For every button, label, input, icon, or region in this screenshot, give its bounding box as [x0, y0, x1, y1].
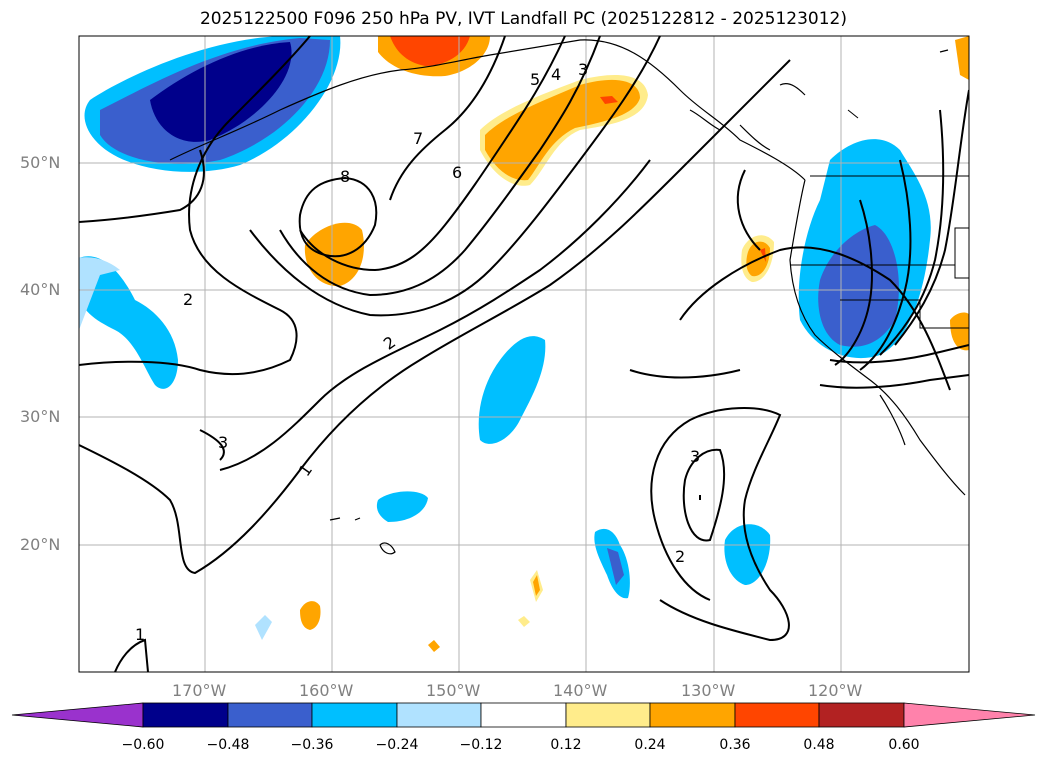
contour-label-8: 8 [340, 167, 350, 186]
colorbar-tick-3: −0.36 [290, 737, 334, 753]
colorbar-tick-10: 0.60 [888, 737, 920, 753]
lon-label-150w: 150°W [426, 681, 481, 700]
contour-label-3: 3 [218, 433, 228, 452]
colorbar-tick-4: −0.24 [375, 737, 419, 753]
colorbar-under [11, 702, 144, 728]
colorbar-tick-1: −0.60 [121, 737, 165, 753]
lat-label-40n: 40°N [20, 280, 61, 299]
lon-label-140w: 140°W [553, 681, 608, 700]
negative-anomaly-central [478, 336, 546, 444]
lon-label-130w: 130°W [681, 681, 736, 700]
colorbar-bin-2 [227, 702, 313, 728]
colorbar-bin-8 [734, 702, 820, 728]
colorbar-bin-1 [142, 702, 229, 728]
negative-anomaly-west [79, 256, 178, 389]
contour-label-3b: 3 [690, 447, 700, 466]
contour-label-1: 1 [135, 625, 145, 644]
colorbar-bin-9 [818, 702, 905, 728]
contour-label-3c: 3 [578, 60, 588, 79]
map-title: 2025122500 F096 250 hPa PV, IVT Landfall… [199, 9, 847, 29]
contour-label-7: 7 [413, 129, 423, 148]
colorbar-tick-9: 0.48 [803, 737, 835, 753]
graticule [79, 36, 969, 672]
colorbar-bin-6 [565, 702, 651, 728]
colorbar-tick-5: −0.12 [459, 737, 503, 753]
colorbar [11, 702, 1036, 728]
contour-label-5: 5 [530, 70, 540, 89]
contour-label-6: 6 [452, 163, 462, 182]
lon-label-120w: 120°W [808, 681, 863, 700]
contour-label-2: 2 [183, 290, 193, 309]
colorbar-bin-3 [311, 702, 398, 728]
plot-frame [78, 35, 970, 673]
pv-shading [79, 36, 969, 652]
lat-label-20n: 20°N [20, 535, 61, 554]
lon-label-160w: 160°W [299, 681, 354, 700]
ivt-contours [79, 36, 969, 672]
lat-label-30n: 30°N [20, 407, 61, 426]
colorbar-bin-5 [480, 702, 567, 728]
colorbar-over [903, 702, 1036, 728]
colorbar-bin-7 [649, 702, 736, 728]
colorbar-tick-2: −0.48 [206, 737, 250, 753]
contour-label-2c: 2 [675, 547, 685, 566]
lon-label-170w: 170°W [172, 681, 227, 700]
positive-anomaly-low [304, 222, 364, 287]
colorbar-bin-4 [396, 702, 482, 728]
colorbar-tick-8: 0.36 [719, 737, 751, 753]
colorbar-tick-6: 0.12 [550, 737, 582, 753]
lat-label-50n: 50°N [20, 153, 61, 172]
contour-label-4: 4 [551, 65, 561, 84]
colorbar-tick-7: 0.24 [634, 737, 666, 753]
